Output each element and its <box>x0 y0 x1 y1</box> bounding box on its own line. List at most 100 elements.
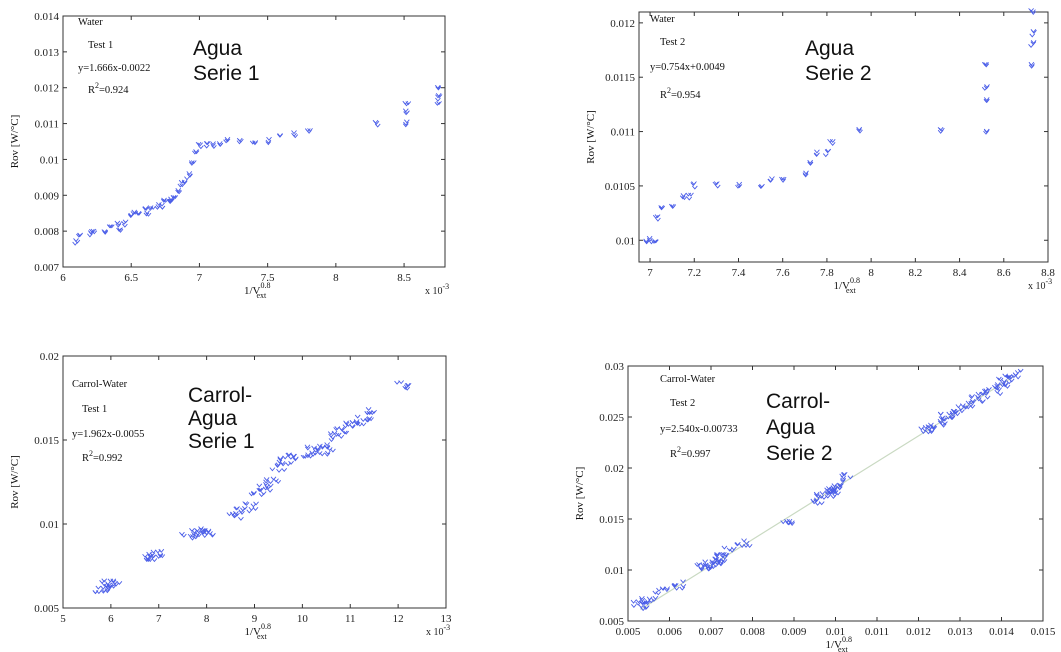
data-point <box>249 140 259 146</box>
y-tick-label: 0.009 <box>34 190 59 202</box>
data-point <box>106 224 115 229</box>
data-point <box>435 92 443 99</box>
data-point <box>186 171 193 178</box>
data-point <box>679 193 688 201</box>
x-tick-label: 7 <box>156 613 162 625</box>
data-point <box>277 133 283 138</box>
data-point <box>99 578 117 590</box>
x-tick-label: 0.011 <box>865 626 889 638</box>
y-tick-label: 0.012 <box>610 18 635 30</box>
x-tick-label: 11 <box>345 613 356 625</box>
data-point <box>402 100 412 107</box>
y-tick-label: 0.02 <box>605 463 624 475</box>
data-point <box>1028 8 1037 15</box>
x-tick-label: 7.8 <box>820 267 834 279</box>
data-point <box>758 183 765 190</box>
x-tick-label: 0.009 <box>782 626 807 638</box>
data-point <box>434 84 442 91</box>
y-tick-label: 0.025 <box>599 412 624 424</box>
y-tick-label: 0.01 <box>40 154 59 166</box>
y-tick-label: 0.0105 <box>605 181 636 193</box>
data-point <box>89 228 98 235</box>
data-point <box>802 170 809 178</box>
data-point <box>175 188 183 195</box>
plot-frame <box>62 355 447 609</box>
y-tick-label: 0.01 <box>616 235 635 247</box>
x-tick-label: 0.006 <box>657 626 682 638</box>
data-point <box>364 407 377 416</box>
data-point <box>981 61 990 68</box>
data-point <box>807 159 814 166</box>
data-point <box>937 411 956 421</box>
data-point <box>159 202 166 210</box>
x-tick-label: 7 <box>647 267 653 279</box>
data-point <box>216 141 224 147</box>
y-tick-label: 0.01 <box>40 519 59 531</box>
x-tick-label: 8 <box>333 272 339 284</box>
data-point <box>643 238 650 245</box>
x-tick-label: 12 <box>393 613 404 625</box>
data-point <box>652 586 671 596</box>
series-label: Agua <box>188 407 237 430</box>
y-tick-label: 0.015 <box>599 514 624 526</box>
y-tick-label: 0.03 <box>605 361 625 373</box>
data-point <box>824 488 841 498</box>
data-point <box>116 227 124 233</box>
data-point <box>179 529 198 541</box>
annotation-test: Test 1 <box>88 40 113 51</box>
data-point <box>189 528 202 540</box>
data-point <box>223 136 231 144</box>
data-point <box>822 148 832 158</box>
data-point <box>327 430 345 443</box>
data-point <box>285 452 299 462</box>
plot-agua-serie-1: 6 6.5 7 7.5 8 8.5 0.007 0.008 0.009 0.01 0.011 0.01… <box>9 11 449 300</box>
annotation-fluid: Water <box>650 14 675 25</box>
data-point <box>304 443 323 453</box>
data-point <box>161 197 169 203</box>
series-label: Serie 2 <box>766 442 833 465</box>
series-label: Serie 2 <box>805 62 872 85</box>
y-tick-label: 0.005 <box>34 603 59 615</box>
x-tick-label: 7 <box>197 272 203 284</box>
data-point <box>671 579 687 591</box>
data-point <box>107 578 123 587</box>
data-point <box>856 126 863 134</box>
data-point <box>983 97 990 103</box>
data-point <box>922 422 938 433</box>
data-point <box>150 548 166 559</box>
plot-frame <box>638 11 1049 263</box>
x-tick-label: 8.6 <box>997 267 1011 279</box>
annotation-equation: y=0.754x+0.0049 <box>650 62 725 73</box>
x-tick-label: 0.013 <box>948 626 973 638</box>
x-tick-label: 0.008 <box>740 626 765 638</box>
data-point <box>248 487 267 498</box>
y-tick-label: 0.013 <box>34 47 59 59</box>
plot-agua-serie-2: 7 7.2 7.4 7.6 7.8 8 8.2 8.4 8.6 8.8 0.01 0.0105 0.01… <box>585 8 1055 295</box>
data-point <box>256 482 273 493</box>
x-tick-label: 0.015 <box>1031 626 1056 638</box>
plot-carrol-agua-serie-1: 5 6 7 8 9 10 11 12 13 0.005 0.01 0.015 0.02 Carrol-Wa… <box>9 351 453 641</box>
x-tick-label: 13 <box>441 613 453 625</box>
y-tick-label: 0.014 <box>34 11 59 23</box>
x-tick-label: 6 <box>108 613 114 625</box>
data-point <box>630 599 650 612</box>
x-axis-label: 1/V0.8 ext <box>244 281 271 300</box>
data-point <box>265 136 272 146</box>
data-point <box>827 138 836 146</box>
y-tick-label: 0.011 <box>35 119 59 131</box>
annotation-equation: y=2.540x-0.00733 <box>660 424 738 435</box>
x-tick-label: 8 <box>204 613 210 625</box>
data-point <box>720 545 737 558</box>
annotation-test: Test 2 <box>670 398 695 409</box>
data-point <box>319 442 336 453</box>
series-label: Agua <box>766 416 815 439</box>
data-point <box>114 220 122 228</box>
plot-carrol-agua-serie-2: 0.005 0.006 0.007 0.008 0.009 0.01 0.011 0.012 0… <box>574 361 1056 652</box>
y-axis-label: Rov [W/°C] <box>9 115 21 169</box>
data-point <box>240 501 259 512</box>
data-point <box>210 141 217 150</box>
y-axis-label: Rov [W/°C] <box>574 467 586 521</box>
data-point <box>685 192 694 201</box>
series-label: Serie 1 <box>193 62 260 85</box>
data-point <box>372 119 381 128</box>
